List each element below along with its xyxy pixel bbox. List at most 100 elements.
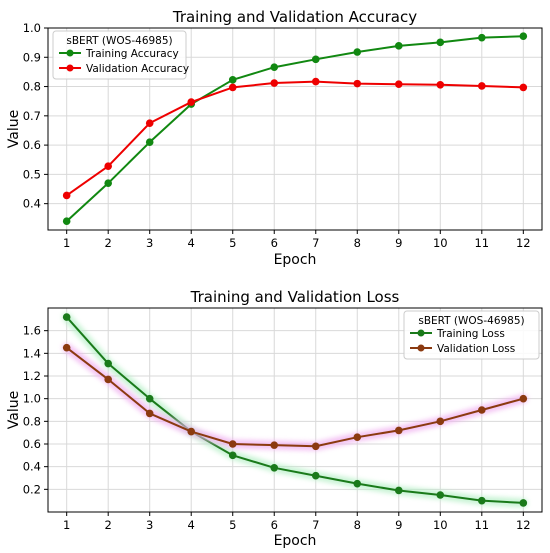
validation-loss-point xyxy=(228,440,237,448)
training-accuracy-point xyxy=(228,76,237,84)
accuracy-ticks: 1 2 3 4 5 6 7 8 9 10 11 120.40.50.60.70.80.91.0 xyxy=(23,21,531,250)
validation-accuracy-point xyxy=(478,82,486,90)
loss-x-axis-label: Epoch xyxy=(274,533,317,549)
training-accuracy-point xyxy=(311,55,320,64)
training-accuracy-point xyxy=(104,179,112,187)
validation-accuracy-point xyxy=(311,77,320,86)
validation-accuracy-point xyxy=(270,79,279,87)
accuracy-grid xyxy=(48,27,542,230)
validation-loss-point xyxy=(187,427,196,436)
legend-validation-accuracy-label: Validation Accuracy xyxy=(86,63,189,75)
legend-training-accuracy-marker xyxy=(66,49,74,57)
legend-training-accuracy-label: Training Accuracy xyxy=(85,48,179,60)
validation-accuracy-point xyxy=(519,83,528,92)
training-loss-point xyxy=(436,491,445,499)
training-loss-line xyxy=(65,316,524,504)
accuracy-x-tick-label: 4 xyxy=(188,236,195,250)
accuracy-x-tick-label: 10 xyxy=(433,236,448,250)
loss-y-tick-label: 0.2 xyxy=(23,482,41,496)
validation-loss-point xyxy=(436,417,445,426)
loss-x-tick-label: 11 xyxy=(474,518,489,532)
accuracy-x-tick-label: 3 xyxy=(146,236,153,250)
loss-y-tick-label: 1.4 xyxy=(23,346,41,360)
legend-validation-accuracy-marker xyxy=(66,64,74,72)
training-accuracy-point xyxy=(145,138,154,146)
accuracy-legend-title: sBERT (WOS-46985) xyxy=(66,35,172,47)
training-loss-point xyxy=(519,499,528,507)
legend-validation-loss-marker xyxy=(417,344,425,352)
loss-chart: Training and Validation Loss 1 2 3 4 5 6 7 8 9 10… xyxy=(6,288,543,549)
accuracy-y-tick-label: 0.7 xyxy=(23,109,41,123)
validation-loss-point xyxy=(519,394,528,403)
validation-accuracy-line xyxy=(66,80,524,197)
accuracy-x-tick-label: 7 xyxy=(312,236,319,250)
training-loss-point xyxy=(270,464,279,472)
validation-loss-point xyxy=(353,433,362,442)
validation-loss-glow xyxy=(62,343,528,451)
accuracy-y-tick-label: 0.9 xyxy=(23,50,41,64)
accuracy-x-axis-label: Epoch xyxy=(274,252,317,268)
validation-accuracy-point xyxy=(62,191,71,200)
loss-legend-box xyxy=(403,310,540,360)
training-loss-point xyxy=(228,451,237,460)
accuracy-x-tick-label: 5 xyxy=(229,236,236,250)
loss-x-tick-label: 7 xyxy=(312,518,319,532)
training-accuracy-point xyxy=(519,32,528,40)
loss-y-tick-label: 1.6 xyxy=(23,324,41,338)
loss-x-tick-label: 4 xyxy=(188,518,195,532)
validation-loss-point xyxy=(145,409,154,418)
accuracy-y-tick-label: 0.4 xyxy=(23,197,41,211)
loss-y-axis-label: Value xyxy=(6,391,22,429)
validation-loss-point xyxy=(311,442,320,451)
accuracy-x-tick-label: 6 xyxy=(271,236,278,250)
loss-legend-title: sBERT (WOS-46985) xyxy=(418,315,524,327)
training-accuracy-point xyxy=(394,42,403,50)
accuracy-x-tick-label: 2 xyxy=(105,236,112,250)
training-loss-point xyxy=(311,471,320,480)
accuracy-chart-title: Training and Validation Accuracy xyxy=(172,8,417,26)
accuracy-legend-box xyxy=(52,30,187,80)
training-accuracy-point xyxy=(353,48,362,56)
training-loss-point xyxy=(104,359,112,368)
training-loss-point xyxy=(394,486,403,495)
legend-training-loss-marker xyxy=(417,329,425,337)
training-accuracy-point xyxy=(436,38,445,47)
accuracy-y-tick-label: 1.0 xyxy=(23,21,41,35)
loss-y-tick-label: 0.4 xyxy=(23,460,41,474)
loss-ticks: 1 2 3 4 5 6 7 8 9 10 11 120.20.40.60.81.01.21.41.6 xyxy=(23,324,531,532)
validation-accuracy-point xyxy=(104,162,112,170)
validation-accuracy-point xyxy=(145,119,154,127)
training-loss-point xyxy=(62,313,71,321)
loss-x-tick-label: 10 xyxy=(433,518,448,532)
loss-y-tick-label: 0.6 xyxy=(23,437,41,451)
accuracy-y-tick-label: 0.5 xyxy=(23,167,41,181)
validation-accuracy-point xyxy=(353,79,362,88)
accuracy-y-tick-label: 0.6 xyxy=(23,138,41,152)
loss-x-tick-label: 1 xyxy=(63,518,70,532)
training-accuracy-line xyxy=(66,35,524,222)
loss-x-tick-label: 5 xyxy=(229,518,236,532)
loss-x-tick-label: 2 xyxy=(105,518,112,532)
loss-y-tick-label: 1.2 xyxy=(23,369,41,383)
loss-x-tick-label: 8 xyxy=(354,518,361,532)
validation-accuracy-point xyxy=(436,80,445,89)
validation-accuracy-point xyxy=(394,80,403,89)
loss-chart-title: Training and Validation Loss xyxy=(190,288,400,306)
accuracy-y-tick-label: 0.8 xyxy=(23,80,41,94)
loss-x-tick-label: 6 xyxy=(271,518,278,532)
validation-loss-point xyxy=(394,426,403,435)
loss-grid xyxy=(48,308,542,512)
loss-x-tick-label: 9 xyxy=(395,518,402,532)
training-accuracy-point xyxy=(270,63,279,72)
legend-training-loss-label: Training Loss xyxy=(436,328,505,340)
loss-y-tick-label: 0.8 xyxy=(23,414,41,428)
accuracy-plot-frame xyxy=(47,27,543,231)
training-accuracy-point xyxy=(478,33,486,42)
training-loss-point xyxy=(478,496,486,505)
accuracy-series-lines xyxy=(62,32,528,226)
validation-loss-point xyxy=(478,406,486,414)
accuracy-x-tick-label: 9 xyxy=(395,236,402,250)
loss-y-tick-label: 1.0 xyxy=(23,392,41,406)
accuracy-y-axis-label: Value xyxy=(6,110,22,148)
